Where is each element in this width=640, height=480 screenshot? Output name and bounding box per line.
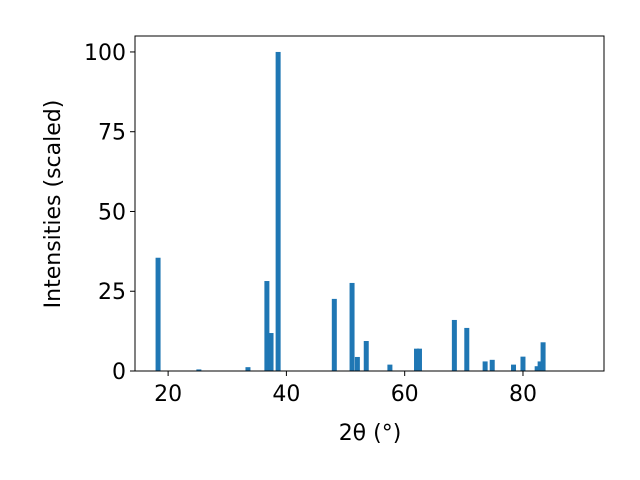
bar [155, 257, 161, 371]
plot-frame [134, 35, 605, 372]
bar [451, 319, 457, 371]
bar [354, 356, 360, 371]
bar [534, 366, 540, 371]
bar [245, 367, 251, 371]
bar [275, 51, 281, 371]
bar [349, 282, 355, 371]
bar [387, 364, 393, 371]
bar [416, 348, 422, 371]
bar [196, 369, 202, 371]
x-tick-label: 40 [272, 382, 300, 407]
bar [363, 341, 369, 371]
bar [482, 361, 488, 371]
x-tick-label: 60 [391, 382, 419, 407]
y-tick-label: 100 [84, 41, 126, 66]
bar [540, 342, 546, 371]
bar [268, 333, 274, 371]
bar [537, 361, 543, 371]
y-tick-label: 25 [98, 280, 126, 305]
bar [414, 348, 420, 371]
bar [464, 327, 470, 371]
bar [511, 364, 517, 371]
bar [264, 281, 270, 371]
x-tick-label: 20 [154, 382, 182, 407]
x-axis-label: 2θ (°) [339, 421, 402, 446]
bar [520, 356, 526, 371]
y-axis-label: Intensities (scaled) [41, 100, 66, 309]
y-tick-label: 0 [112, 360, 126, 385]
y-tick-label: 50 [98, 200, 126, 225]
x-tick-label: 80 [509, 382, 537, 407]
bar [331, 298, 337, 371]
y-tick-label: 75 [98, 121, 126, 146]
bar [489, 359, 495, 371]
